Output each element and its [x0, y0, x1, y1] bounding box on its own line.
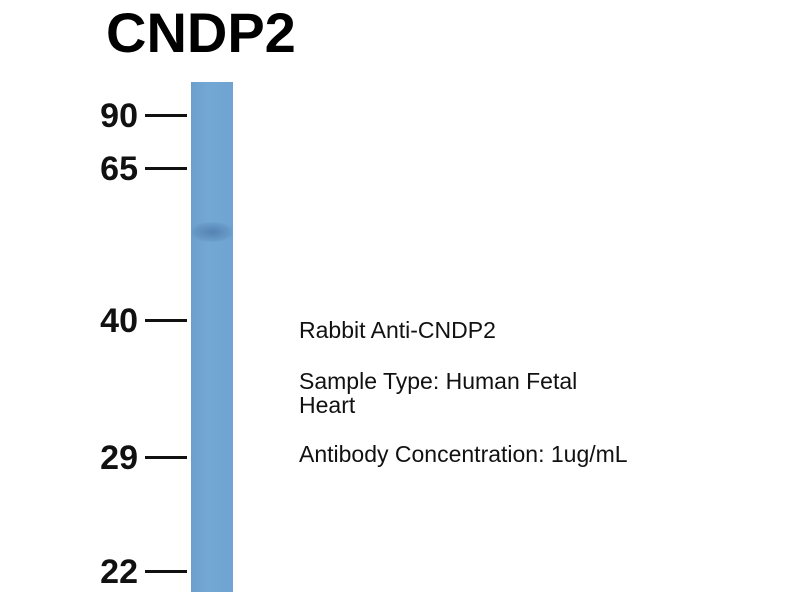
marker-tick [145, 319, 187, 322]
marker-label: 40 [100, 302, 138, 340]
marker-label: 22 [100, 553, 138, 591]
blot-lane [191, 82, 233, 592]
sample-type-text-cont: Heart [299, 392, 356, 418]
figure-title: CNDP2 [106, 1, 296, 64]
marker-90: 90 [0, 97, 190, 135]
marker-label: 65 [100, 150, 138, 188]
marker-65: 65 [0, 150, 190, 188]
marker-tick [145, 167, 187, 170]
marker-tick [145, 456, 187, 459]
marker-tick [145, 570, 187, 573]
marker-label: 29 [100, 439, 138, 477]
sample-type-text: Sample Type: Human Fetal [299, 368, 578, 394]
marker-40: 40 [0, 302, 190, 340]
marker-29: 29 [0, 439, 190, 477]
marker-label: 90 [100, 97, 138, 135]
concentration-text: Antibody Concentration: 1ug/mL [299, 441, 628, 467]
protein-band [191, 222, 233, 242]
marker-tick [145, 114, 187, 117]
marker-22: 22 [0, 553, 190, 591]
antibody-text: Rabbit Anti-CNDP2 [299, 317, 496, 343]
